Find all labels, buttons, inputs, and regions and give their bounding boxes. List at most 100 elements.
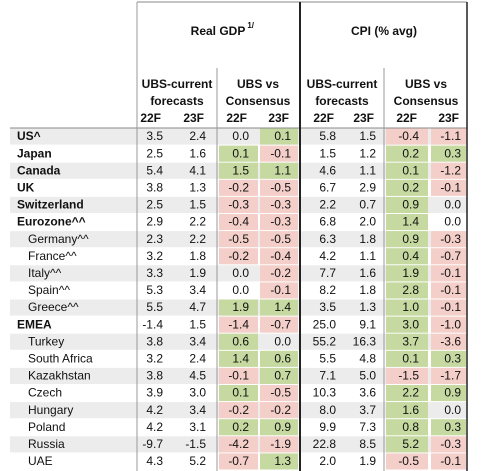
value: 3.6 (359, 386, 376, 400)
country-label: Canada (17, 163, 61, 177)
value: 0.0 (274, 334, 291, 348)
value: 0.3 (444, 420, 461, 434)
value: 9.1 (359, 317, 376, 331)
diff-cell (386, 128, 428, 145)
value: -0.1 (440, 181, 461, 195)
diff-cell (219, 385, 258, 402)
sub-country-label: Czech (28, 386, 62, 400)
value: 1.4 (274, 300, 291, 314)
value: -0.5 (270, 386, 291, 400)
diff-cell (386, 265, 428, 282)
diff-cell (431, 248, 466, 265)
value: 2.0 (319, 454, 336, 468)
country-label: UK (17, 181, 35, 195)
value: 7.7 (319, 266, 336, 280)
value: 1.3 (359, 300, 376, 314)
diff-cell (431, 350, 466, 367)
value: -1.5 (185, 437, 206, 451)
group-note: 1/ (247, 21, 254, 30)
value: 8.2 (319, 283, 336, 297)
value: -1.0 (440, 317, 461, 331)
value: 4.7 (189, 300, 206, 314)
value: 1.0 (402, 300, 419, 314)
diff-cell (260, 367, 298, 384)
diff-cell (219, 162, 258, 179)
value: -0.3 (270, 215, 291, 229)
year-label: 22F (313, 111, 334, 125)
value: 25.0 (313, 317, 337, 331)
diff-cell (386, 419, 428, 436)
value: 3.2 (146, 352, 163, 366)
value: 1.6 (189, 146, 206, 160)
value: 22.8 (313, 437, 337, 451)
diff-cell (386, 367, 428, 384)
year-label: 23F (353, 111, 374, 125)
value: 0.8 (402, 420, 419, 434)
value: 6.3 (319, 232, 336, 246)
value: 1.1 (359, 163, 376, 177)
group-title: CPI (% avg) (351, 24, 417, 38)
diff-cell (219, 333, 258, 350)
value: 4.2 (319, 249, 336, 263)
value: 4.3 (146, 454, 163, 468)
value: 7.1 (319, 369, 336, 383)
diff-cell (219, 436, 258, 453)
value: 2.2 (189, 232, 206, 246)
value: 2.2 (319, 198, 336, 212)
value: 16.3 (353, 334, 377, 348)
value: 1.6 (402, 403, 419, 417)
value: 1.5 (359, 129, 376, 143)
value: 4.1 (189, 163, 206, 177)
value: 1.9 (359, 454, 376, 468)
value: 7.3 (359, 420, 376, 434)
value: -0.4 (228, 215, 249, 229)
value: 1.3 (274, 454, 291, 468)
value: -0.2 (228, 403, 249, 417)
diff-cell (386, 162, 428, 179)
value: 5.5 (146, 300, 163, 314)
value: 2.2 (189, 215, 206, 229)
sub-country-label: UAE (28, 454, 53, 468)
value: 3.4 (189, 334, 206, 348)
diff-cell (219, 453, 258, 470)
value: -3.6 (440, 334, 461, 348)
diff-cell (386, 196, 428, 213)
value: 0.9 (444, 386, 461, 400)
value: -0.1 (270, 283, 291, 297)
value: -1.4 (228, 317, 249, 331)
value: -0.1 (440, 266, 461, 280)
value: -0.1 (440, 454, 461, 468)
diff-cell (260, 299, 298, 316)
contents: Real GDP 1/UBS-current forecasts 22F 23F UBS … (17, 21, 461, 468)
value: -0.2 (270, 266, 291, 280)
diff-cell (386, 402, 428, 419)
diff-cell (260, 231, 298, 248)
value: 1.6 (359, 266, 376, 280)
diff-cell (260, 282, 298, 299)
diff-cell (219, 350, 258, 367)
subgroup-title: UBS vs (237, 77, 279, 91)
value: 1.9 (232, 300, 249, 314)
diff-cell (431, 179, 466, 196)
value: 3.7 (359, 403, 376, 417)
subgroup-title: Consensus (226, 94, 291, 108)
diff-cell (260, 162, 298, 179)
subgroup-title: forecasts (150, 94, 204, 108)
value: -0.1 (440, 283, 461, 297)
value: 9.9 (319, 420, 336, 434)
value: 3.4 (189, 283, 206, 297)
value: 1.2 (359, 146, 376, 160)
value: -1.1 (440, 129, 461, 143)
value: 5.0 (359, 369, 376, 383)
value: -4.2 (228, 437, 249, 451)
value: 1.5 (319, 146, 336, 160)
year-label: 22F (226, 111, 247, 125)
value: 55.2 (313, 334, 337, 348)
value: 1.4 (402, 215, 419, 229)
value: 6.7 (319, 181, 336, 195)
sub-country-label: Hungary (28, 403, 73, 417)
sub-country-label: Germany^^ (28, 232, 89, 246)
value: 3.1 (189, 420, 206, 434)
diff-cell (431, 128, 466, 145)
diff-cell (219, 179, 258, 196)
